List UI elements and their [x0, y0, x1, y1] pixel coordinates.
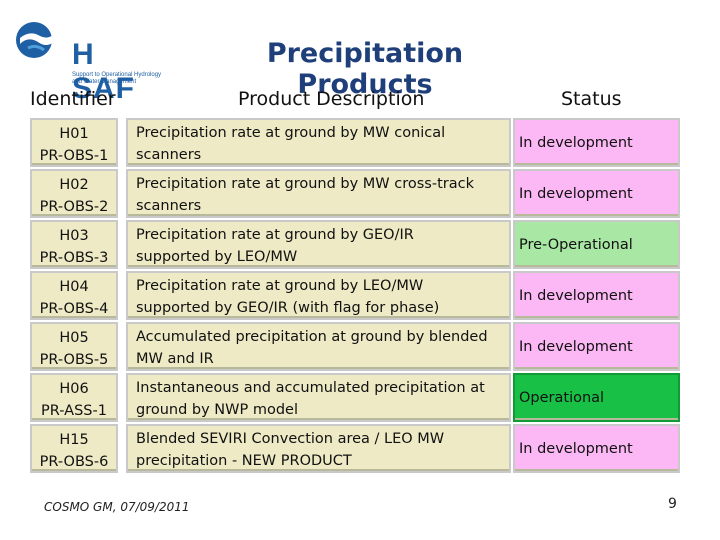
status-cell: Pre-Operational	[513, 220, 680, 269]
status-cell: In development	[513, 271, 680, 320]
table-row: H01 PR-OBS-1 Precipitation rate at ground…	[30, 118, 680, 169]
identifier-cell: H03 PR-OBS-3	[30, 220, 118, 269]
header-description: Product Description	[238, 88, 425, 110]
hsaf-logo: H SAF Support to Operational Hydrology a…	[14, 18, 161, 105]
table-row: H03 PR-OBS-3 Precipitation rate at ground…	[30, 220, 680, 271]
hsaf-globe-icon	[16, 22, 54, 58]
status-cell: Operational	[513, 373, 680, 422]
table-row: H15 PR-OBS-6 Blended SEVIRI Convection ar…	[30, 424, 680, 475]
page-number: 9	[668, 496, 677, 512]
page-title: Precipitation Products	[266, 38, 464, 100]
status-cell: In development	[513, 118, 680, 167]
table-row: H04 PR-OBS-4 Precipitation rate at ground…	[30, 271, 680, 322]
table-row: H06 PR-ASS-1 Instantaneous and accumulate…	[30, 373, 680, 424]
identifier-cell: H05 PR-OBS-5	[30, 322, 118, 371]
description-cell: Precipitation rate at ground by MW conic…	[126, 118, 511, 167]
identifier-cell: H15 PR-OBS-6	[30, 424, 118, 473]
footer-text: COSMO GM, 07/09/2011	[44, 500, 190, 514]
description-cell: Precipitation rate at ground by MW cross…	[126, 169, 511, 218]
description-cell: Accumulated precipitation at ground by b…	[126, 322, 511, 371]
header-identifier: Identifier	[30, 88, 116, 110]
table-row: H02 PR-OBS-2 Precipitation rate at ground…	[30, 169, 680, 220]
description-cell: Blended SEVIRI Convection area / LEO MW p…	[126, 424, 511, 473]
status-cell: In development	[513, 322, 680, 371]
description-cell: Precipitation rate at ground by LEO/MW su…	[126, 271, 511, 320]
identifier-cell: H06 PR-ASS-1	[30, 373, 118, 422]
header-status: Status	[561, 88, 622, 110]
status-cell: In development	[513, 424, 680, 473]
table-row: H05 PR-OBS-5 Accumulated precipitation at…	[30, 322, 680, 373]
identifier-cell: H04 PR-OBS-4	[30, 271, 118, 320]
identifier-cell: H01 PR-OBS-1	[30, 118, 118, 167]
logo-name: H SAF	[72, 38, 135, 105]
logo-subtitle: Support to Operational Hydrology and Wat…	[72, 72, 162, 85]
description-cell: Instantaneous and accumulated precipitat…	[126, 373, 511, 422]
identifier-cell: H02 PR-OBS-2	[30, 169, 118, 218]
description-cell: Precipitation rate at ground by GEO/IR su…	[126, 220, 511, 269]
status-cell: In development	[513, 169, 680, 218]
